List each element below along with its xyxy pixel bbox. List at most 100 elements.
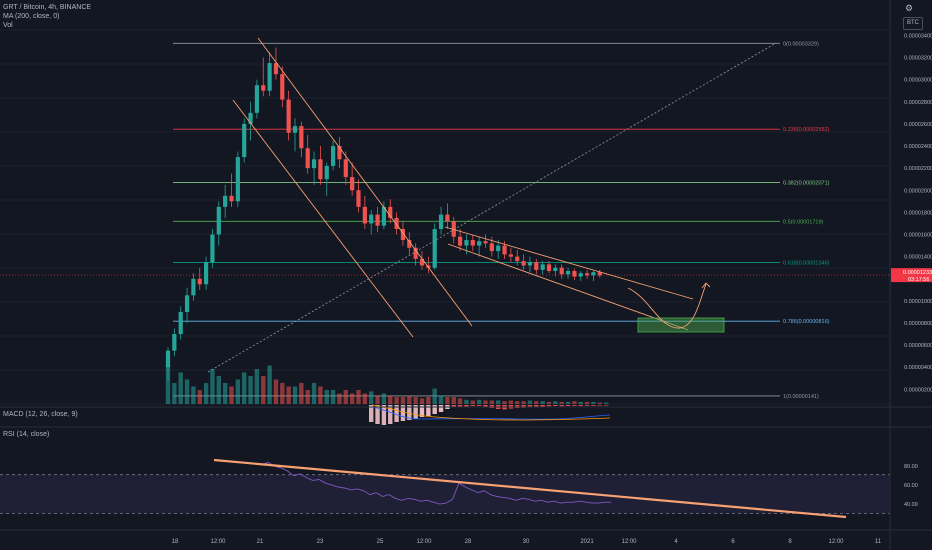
trend-drawings[interactable]: [207, 37, 847, 519]
volume-bar: [299, 383, 304, 404]
candle-body: [184, 295, 190, 312]
volume-bar: [400, 397, 406, 404]
grid-lines: [0, 29, 890, 405]
candle-body: [591, 272, 596, 276]
time-tick-label: 8: [788, 539, 792, 545]
gear-icon[interactable]: ⚙: [905, 3, 914, 13]
candle-body: [477, 241, 482, 246]
rsi-tick-label: 80.00: [904, 464, 918, 470]
volume-bar: [318, 386, 323, 404]
candle-body: [299, 126, 304, 149]
countdown-label: 03:17:56: [908, 277, 929, 283]
candle-body: [362, 206, 367, 224]
macd-bar: [457, 405, 463, 407]
macd-bar: [572, 405, 577, 406]
candle-body: [451, 221, 456, 237]
macd-bar: [584, 405, 590, 406]
candle-body: [273, 63, 279, 75]
candle-body: [413, 247, 418, 259]
candle-body: [496, 245, 501, 252]
volume-bar: [489, 400, 495, 404]
volume-bar: [248, 376, 253, 404]
macd-bar: [470, 405, 475, 406]
volume-bar: [407, 395, 412, 404]
fibonacci-retracement[interactable]: 0(0.00003329) 0.236(0.00002552) 0.382(0.00…: [0, 41, 890, 400]
candle-body: [356, 190, 361, 207]
price-tick-label: 0.00001000: [904, 299, 932, 305]
rsi-tick-label: 40.00: [904, 502, 918, 508]
candle-body: [534, 262, 539, 270]
macd-bar: [400, 405, 406, 421]
candle-body: [216, 206, 221, 235]
candle-body: [261, 85, 266, 91]
candle-body: [242, 123, 247, 158]
macd-bar: [438, 405, 444, 412]
price-tick-label: 0.00002800: [904, 100, 932, 106]
macd-bar: [464, 405, 469, 407]
macd-signal-line: [371, 404, 611, 421]
price-tick-label: 0.00002600: [904, 122, 932, 128]
symbol-legend[interactable]: GRT / Bitcoin, 4h, BINANCE: [3, 4, 92, 11]
time-tick-label: 6: [731, 539, 735, 545]
candle-body: [407, 240, 412, 248]
volume-bar: [419, 398, 425, 404]
volume-bar: [369, 391, 374, 404]
volume-bar: [292, 386, 298, 404]
macd-bar: [451, 405, 456, 408]
volume-bar: [210, 369, 215, 404]
macd-bar: [546, 405, 552, 407]
projected-arrow-head: [701, 282, 711, 289]
volume-bar: [324, 390, 329, 404]
volume-bars: [165, 365, 609, 404]
volume-bar: [565, 401, 571, 404]
volume-bar: [534, 401, 539, 404]
price-tick-label: 0.00003200: [904, 56, 932, 62]
volume-bar: [235, 379, 241, 404]
volume-bar: [394, 397, 399, 404]
fib-level-label: 1(0.00000141): [783, 394, 819, 400]
volume-bar: [445, 397, 450, 404]
volume-bar: [521, 401, 526, 404]
volume-bar: [184, 379, 190, 404]
macd-bar: [476, 405, 482, 406]
macd-legend[interactable]: MACD (12, 26, close, 9): [3, 411, 78, 418]
volume-bar: [343, 390, 348, 404]
fib-level-label: 0.5(0.00001719): [783, 219, 824, 225]
candle-body: [540, 264, 545, 270]
volume-bar: [426, 397, 431, 404]
time-tick-label: 25: [377, 539, 384, 545]
price-tick-label: 0.00001400: [904, 255, 932, 261]
price-tick-label: 0.00000800: [904, 321, 932, 327]
candle-body: [515, 256, 520, 262]
price-tick-label: 0.00000600: [904, 343, 932, 349]
candle-body: [502, 245, 507, 255]
macd-bar: [521, 405, 526, 408]
price-tick-label: 0.00000400: [904, 365, 932, 371]
volume-bar: [216, 376, 221, 404]
volume-bar: [496, 400, 501, 404]
volume-bar: [203, 383, 209, 404]
candle-body: [508, 254, 513, 257]
candle-body: [553, 267, 558, 272]
macd-bar: [432, 405, 437, 414]
time-tick-label: 4: [674, 539, 678, 545]
time-tick-label: 12:00: [621, 539, 637, 545]
candle-body: [318, 159, 323, 180]
rsi-line: [261, 461, 612, 505]
rsi-legend[interactable]: RSI (14, close): [3, 431, 50, 438]
ma-legend[interactable]: MA (200, close, 0): [3, 13, 60, 20]
volume-bar: [273, 379, 279, 404]
currency-badge[interactable]: BTC: [903, 17, 923, 30]
current-price-tag: [891, 268, 932, 283]
descending-channel-upper: [257, 37, 473, 327]
time-tick-label: 12:00: [416, 539, 432, 545]
volume-bar: [603, 402, 609, 404]
volume-bar: [457, 398, 463, 404]
candle-body: [489, 243, 494, 252]
candle-body: [350, 177, 355, 191]
volume-legend[interactable]: Vol: [3, 22, 13, 29]
macd-bar: [597, 405, 602, 406]
candle-body: [400, 228, 406, 241]
wedge-upper-line: [444, 226, 694, 300]
